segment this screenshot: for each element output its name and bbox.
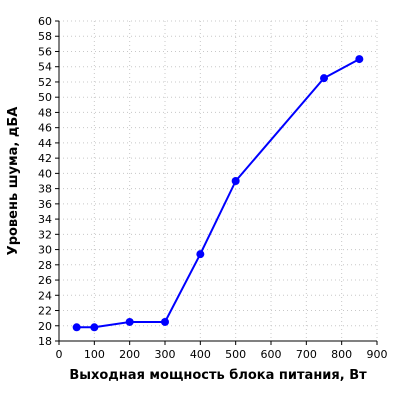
- y-tick-label: 56: [38, 45, 52, 58]
- series-line: [76, 58, 360, 329]
- series: [72, 55, 364, 332]
- y-tick-label: 34: [38, 213, 52, 226]
- y-tick-label: 58: [38, 30, 52, 43]
- y-tick-label: 46: [38, 122, 52, 135]
- y-tick-label: 40: [38, 167, 52, 180]
- data-point: [231, 177, 240, 185]
- data-point: [320, 74, 328, 83]
- x-tick-label: 0: [56, 348, 63, 361]
- x-tick-label: 100: [84, 348, 105, 361]
- x-tick-label: 900: [367, 348, 388, 361]
- y-tick-label: 30: [38, 244, 52, 257]
- grid: [59, 20, 378, 341]
- data-point: [196, 250, 205, 259]
- x-tick-label: 700: [296, 348, 317, 361]
- y-tick-label: 44: [38, 137, 52, 150]
- data-point: [355, 55, 364, 64]
- y-tick-label: 48: [38, 106, 52, 119]
- axes: [58, 21, 377, 342]
- y-axis-title: Уровень шума, дБА: [6, 107, 21, 256]
- y-tick-label: 32: [38, 228, 52, 241]
- data-point: [161, 317, 169, 326]
- x-ticks: 0 100 200 300 400 500 600 700 800 900: [56, 341, 388, 361]
- y-tick-label: 26: [38, 274, 52, 287]
- y-tick-label: 28: [38, 259, 52, 272]
- y-tick-label: 38: [38, 183, 52, 196]
- y-tick-label: 18: [38, 335, 52, 348]
- x-tick-label: 300: [155, 348, 176, 361]
- x-axis-title: Выходная мощность блока питания, Вт: [69, 368, 367, 383]
- y-tick-label: 60: [38, 15, 52, 28]
- data-point: [125, 317, 134, 326]
- y-tick-label: 24: [38, 289, 52, 302]
- data-point: [90, 323, 99, 332]
- y-tick-label: 52: [38, 76, 52, 89]
- x-tick-label: 400: [190, 348, 211, 361]
- y-tick-label: 20: [38, 320, 52, 333]
- x-tick-label: 200: [119, 348, 140, 361]
- x-tick-label: 500: [225, 348, 246, 361]
- y-tick-label: 36: [38, 198, 52, 211]
- x-tick-label: 800: [331, 348, 352, 361]
- y-tick-label: 50: [38, 91, 52, 104]
- y-tick-label: 22: [38, 305, 52, 318]
- y-tick-label: 54: [38, 61, 52, 74]
- y-ticks: 18 20 22 24 26 28 30 32 34 36 38 40 42 44 46 48 50 52 54 56…: [38, 15, 59, 348]
- data-point: [72, 323, 81, 332]
- y-tick-label: 42: [38, 152, 52, 165]
- x-tick-label: 600: [261, 348, 282, 361]
